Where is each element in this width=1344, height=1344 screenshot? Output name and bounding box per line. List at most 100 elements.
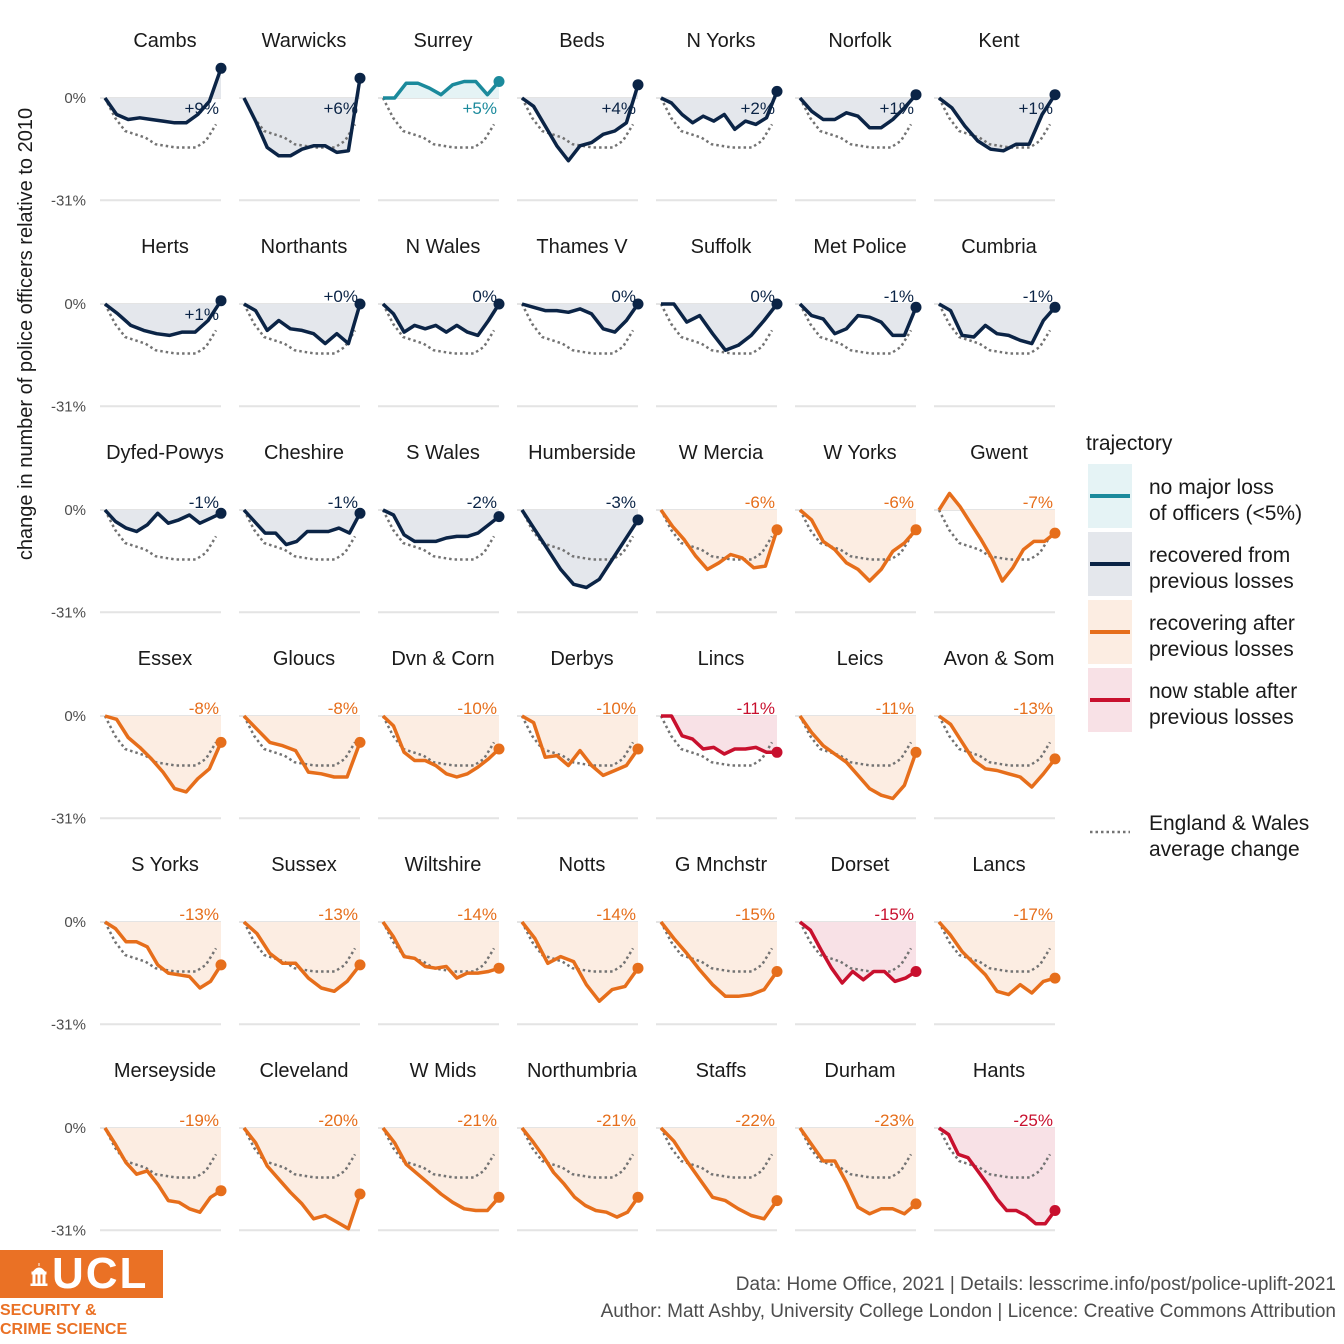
series-line bbox=[381, 1126, 501, 1213]
series-line bbox=[381, 920, 500, 980]
logo-subtitle-2: CRIME SCIENCE bbox=[0, 1321, 128, 1338]
end-point bbox=[215, 1185, 227, 1197]
legend-label-line-2: of officers (<5%) bbox=[1149, 502, 1302, 525]
average-line bbox=[242, 715, 357, 767]
area-fill bbox=[522, 304, 638, 333]
average-line bbox=[659, 715, 774, 767]
facet-title: Surrey bbox=[414, 30, 473, 52]
legend-label-line-1: recovering after bbox=[1149, 612, 1295, 635]
facet-w-mercia: W Mercia -6% bbox=[656, 442, 783, 614]
series-line bbox=[521, 714, 640, 778]
facet-title: Lancs bbox=[972, 854, 1025, 876]
average-line bbox=[798, 921, 913, 973]
average-line bbox=[659, 509, 774, 561]
facet-title: Hants bbox=[973, 1060, 1025, 1082]
end-value-label: -13% bbox=[318, 905, 358, 924]
end-value-label: +1% bbox=[1019, 99, 1054, 118]
area-fill bbox=[522, 84, 638, 161]
end-value-label: -20% bbox=[318, 1111, 358, 1130]
area-fill bbox=[383, 81, 499, 98]
legend-label-line-2: previous losses bbox=[1149, 706, 1294, 729]
tick-label-min: -31% bbox=[51, 1222, 86, 1239]
tick-label-zero: 0% bbox=[64, 90, 86, 107]
area-fill bbox=[661, 510, 777, 570]
end-point bbox=[910, 301, 922, 313]
series-line bbox=[659, 508, 779, 572]
series-line bbox=[383, 79, 501, 100]
end-point bbox=[910, 89, 922, 101]
area-fill bbox=[522, 1128, 638, 1218]
end-point bbox=[493, 298, 505, 310]
end-value-label: -1% bbox=[189, 493, 219, 512]
area-fill bbox=[939, 922, 1055, 995]
legend: trajectory no major loss of officers (<5%… bbox=[1086, 432, 1309, 861]
area-fill bbox=[522, 922, 638, 1002]
end-value-label: +1% bbox=[185, 305, 220, 324]
facet-gloucs: Gloucs -8% bbox=[239, 648, 366, 820]
average-line bbox=[520, 509, 635, 561]
end-value-label: +6% bbox=[324, 99, 359, 118]
average-line bbox=[659, 1127, 774, 1179]
facet-title: W Yorks bbox=[823, 442, 896, 464]
series-line bbox=[103, 1127, 222, 1214]
end-point bbox=[771, 966, 783, 977]
area-fill bbox=[244, 304, 360, 344]
average-line bbox=[381, 1127, 496, 1179]
average-line bbox=[381, 97, 496, 149]
end-value-label: -1% bbox=[1023, 287, 1053, 306]
end-value-label: -10% bbox=[457, 699, 497, 718]
end-value-label: -22% bbox=[735, 1111, 775, 1130]
series-line bbox=[798, 508, 918, 583]
average-line bbox=[520, 97, 635, 149]
tick-label-zero: 0% bbox=[64, 1120, 86, 1137]
legend-label-line-2: previous losses bbox=[1149, 638, 1294, 661]
end-value-label: -8% bbox=[189, 699, 219, 718]
series-line bbox=[104, 920, 223, 990]
average-line bbox=[103, 303, 218, 355]
legend-average-line-2: average change bbox=[1149, 838, 1300, 861]
end-point bbox=[215, 959, 227, 971]
facet-title: Gwent bbox=[970, 442, 1028, 464]
series-line bbox=[103, 299, 223, 338]
end-value-label: -23% bbox=[874, 1111, 914, 1130]
facet-beds: Beds +4% bbox=[517, 30, 644, 202]
facet-sussex: Sussex -13% bbox=[239, 854, 366, 1026]
facet-s-yorks: 0% -31% S Yorks -13% bbox=[51, 854, 227, 1033]
facet-gwent: Gwent -7% bbox=[934, 442, 1061, 614]
average-line bbox=[798, 97, 913, 149]
end-point bbox=[493, 511, 505, 523]
average-line bbox=[520, 1127, 635, 1179]
series-line bbox=[103, 508, 222, 534]
facet-title: Norfolk bbox=[828, 30, 892, 52]
end-point bbox=[493, 1191, 505, 1203]
area-fill bbox=[105, 716, 221, 792]
series-line bbox=[520, 1126, 640, 1219]
facet-notts: Notts -14% bbox=[517, 854, 644, 1026]
facet-wiltshire: Wiltshire -14% bbox=[378, 854, 505, 1026]
end-point bbox=[632, 743, 644, 755]
facet-lincs: Lincs -11% bbox=[656, 648, 783, 820]
area-fill bbox=[522, 510, 638, 588]
tick-label-min: -31% bbox=[51, 1016, 86, 1033]
series-line bbox=[937, 491, 1057, 583]
facet-derbys: Derbys -10% bbox=[517, 648, 644, 820]
caption-line-1: Data: Home Office, 2021 | Details: lessc… bbox=[736, 1274, 1336, 1295]
end-value-label: +5% bbox=[463, 99, 498, 118]
area-fill bbox=[800, 922, 916, 983]
facet-humberside: Humberside -3% bbox=[517, 442, 644, 614]
facet-kent: Kent +1% bbox=[934, 30, 1061, 202]
series-line bbox=[661, 302, 779, 352]
average-line bbox=[798, 509, 913, 561]
series-line bbox=[242, 714, 362, 779]
series-line bbox=[381, 714, 501, 779]
end-point bbox=[493, 962, 505, 974]
end-value-label: -1% bbox=[884, 287, 914, 306]
area-fill bbox=[244, 78, 360, 156]
end-point bbox=[632, 79, 644, 91]
facet-g-mnchstr: G Mnchstr -15% bbox=[656, 854, 783, 1026]
legend-item-recovered: recovered from previous losses bbox=[1088, 532, 1294, 596]
facet-leics: Leics -11% bbox=[795, 648, 922, 820]
area-fill bbox=[939, 493, 1055, 581]
area-fill bbox=[244, 510, 360, 545]
facet-dorset: Dorset -15% bbox=[795, 854, 922, 1026]
